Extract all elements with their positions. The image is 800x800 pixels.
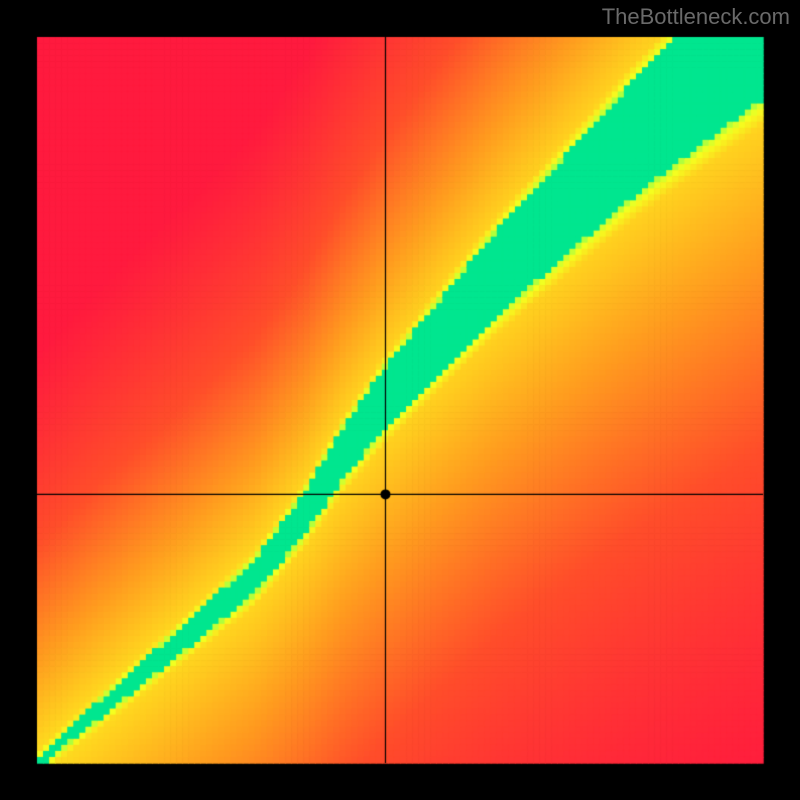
watermark-text: TheBottleneck.com — [602, 4, 790, 30]
heatmap-canvas — [0, 0, 800, 800]
chart-container: TheBottleneck.com — [0, 0, 800, 800]
